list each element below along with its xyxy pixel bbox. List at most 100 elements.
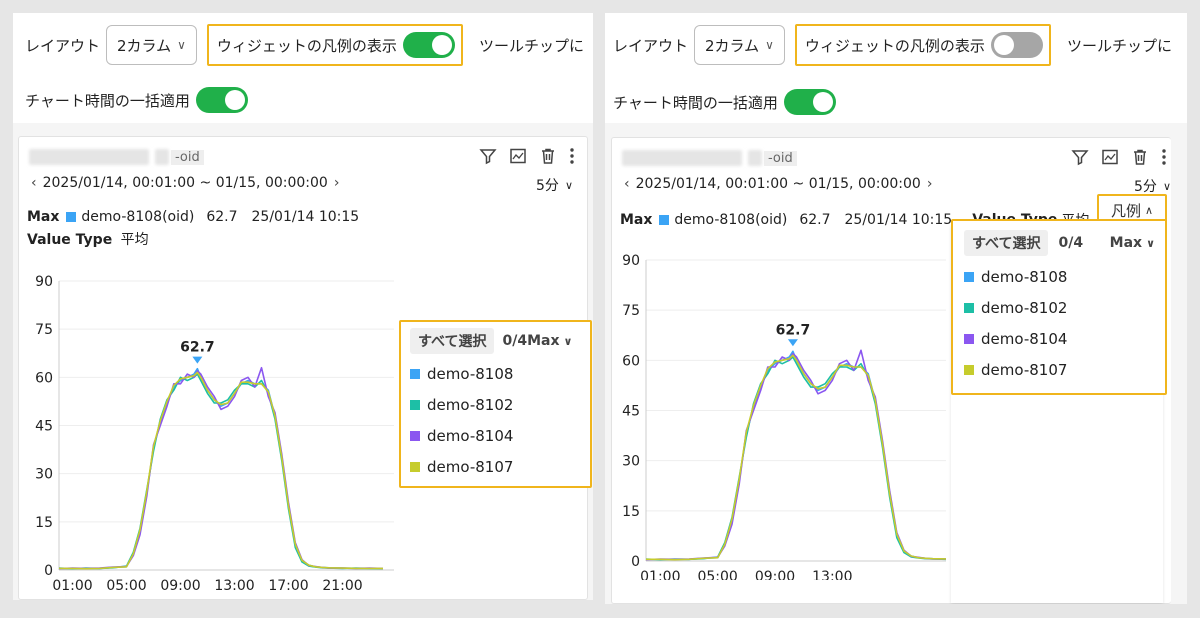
layout-select[interactable]: 2カラム ∨ (106, 25, 197, 65)
sort-select[interactable]: Max ∨ (1110, 235, 1155, 251)
max-label: Max (620, 212, 653, 228)
series-line (646, 356, 946, 561)
y-tick-label: 90 (622, 253, 640, 269)
date-range: 2025/01/14, 00:01:00 ~ 01/15, 00:00:00 (635, 176, 921, 192)
apply-time-toggle[interactable] (195, 87, 248, 113)
y-tick-label: 30 (622, 454, 640, 470)
select-all-button[interactable]: すべて選択 (964, 230, 1049, 256)
interval-select[interactable]: 5分 ∨ (1134, 176, 1171, 196)
x-tick-label: 01:00 (52, 578, 92, 594)
tooltip-label: ツールチップに (478, 36, 584, 55)
select-all-button[interactable]: すべて選択 (410, 328, 495, 354)
legend-list: demo-8108 demo-8102 demo-8104 demo-8107 (410, 358, 582, 482)
legend-toggle-group: ウィジェットの凡例の表示 (794, 24, 1051, 66)
legend-item[interactable]: demo-8108 (964, 261, 1155, 292)
series-line (59, 373, 384, 570)
legend-panel: すべて選択 0/4 Max ∨ demo-8108 demo-8102 demo… (951, 219, 1167, 395)
apply-time-label: チャート時間の一括適用 (613, 93, 778, 112)
legend-toggle-group: ウィジェットの凡例の表示 (206, 24, 463, 66)
legend-item[interactable]: demo-8107 (410, 451, 582, 482)
max-series: demo-8108(oid) (81, 209, 195, 225)
series-group (646, 349, 946, 561)
chevron-down-icon: ∨ (1162, 179, 1171, 193)
trash-icon[interactable] (1131, 148, 1149, 166)
legend-count: 0/4 (1058, 235, 1084, 251)
legend-toggle[interactable] (402, 32, 455, 58)
chevron-up-icon: ∧ (1144, 203, 1154, 217)
interval-select[interactable]: 5分 ∨ (536, 175, 573, 195)
widget-title: -oid (29, 147, 204, 167)
layout-select-value: 2カラム (117, 36, 172, 55)
legend-swatch (964, 302, 974, 313)
more-icon[interactable] (569, 147, 575, 165)
y-tick-label: 45 (622, 404, 640, 420)
prev-range-icon[interactable]: ‹ (624, 176, 630, 192)
legend-item[interactable]: demo-8102 (964, 292, 1155, 323)
legend-item[interactable]: demo-8104 (410, 420, 582, 451)
legend-item[interactable]: demo-8102 (410, 389, 582, 420)
legend-swatch (964, 364, 974, 375)
legend-header: すべて選択 0/4Max ∨ (410, 328, 582, 354)
x-tick-label: 05:00 (697, 569, 737, 580)
chart-image-icon[interactable] (1101, 148, 1119, 166)
filter-icon[interactable] (1071, 148, 1089, 166)
widget-title-suffix: -oid (171, 149, 204, 165)
sort-value: Max (1109, 235, 1143, 251)
max-time: 25/01/14 10:15 (251, 209, 360, 225)
legend-toggle[interactable] (990, 32, 1043, 58)
legend-item[interactable]: demo-8108 (410, 358, 582, 389)
apply-time-toggle[interactable] (783, 89, 836, 115)
prev-range-icon[interactable]: ‹ (31, 175, 37, 191)
legend-item-label: demo-8107 (427, 457, 514, 476)
legend-toggle-label: ウィジェットの凡例の表示 (216, 36, 397, 55)
layout-label: レイアウト (25, 36, 101, 55)
settings-toolbar: レイアウト 2カラム ∨ ウィジェットの凡例の表示 ツールチップに チャート時間… (605, 13, 1187, 123)
layout-select[interactable]: 2カラム ∨ (694, 25, 785, 65)
y-tick-label: 75 (35, 322, 53, 338)
y-tick-label: 60 (35, 370, 53, 386)
next-range-icon[interactable]: › (333, 175, 340, 191)
left-panel: レイアウト 2カラム ∨ ウィジェットの凡例の表示 ツールチップに チャート時間… (13, 13, 593, 600)
widget-title: -oid (622, 148, 797, 168)
more-icon[interactable] (1161, 148, 1167, 166)
apply-time-label: チャート時間の一括適用 (25, 91, 190, 110)
legend-item[interactable]: demo-8107 (964, 354, 1155, 385)
y-tick-label: 45 (35, 419, 53, 435)
x-tick-label: 01:00 (640, 569, 680, 580)
x-tick-label: 09:00 (160, 578, 200, 594)
legend-swatch (410, 368, 420, 379)
x-tick-label: 21:00 (322, 578, 362, 594)
legend-toggle-label: ウィジェットの凡例の表示 (804, 36, 985, 55)
line-chart: 90 75 60 45 30 15 001:00 05:00 09:00 13:00 17:00 21… (35, 274, 394, 594)
legend-button-label: 凡例 (1110, 201, 1141, 220)
legend-header: すべて選択 0/4 Max ∨ (964, 230, 1155, 256)
widget-title-suffix: -oid (764, 150, 797, 166)
x-tick-label: 13:00 (214, 578, 254, 594)
x-tick-label: 09:00 (755, 569, 795, 580)
next-range-icon[interactable]: › (926, 176, 933, 192)
trash-icon[interactable] (539, 147, 557, 165)
legend-item[interactable]: demo-8104 (964, 323, 1155, 354)
y-tick-label: 0 (44, 563, 53, 579)
widget-icons (1071, 148, 1167, 166)
sort-select[interactable]: ∨ (559, 335, 572, 348)
chart-image-icon[interactable] (509, 147, 527, 165)
legend-panel: すべて選択 0/4Max ∨ demo-8108 demo-8102 demo-… (399, 320, 592, 488)
date-range-row: ‹ 2025/01/14, 00:01:00 ~ 01/15, 00:00:00… (31, 175, 345, 191)
settings-toolbar: レイアウト 2カラム ∨ ウィジェットの凡例の表示 ツールチップに チャート時間… (13, 13, 593, 123)
date-range-row: ‹ 2025/01/14, 00:01:00 ~ 01/15, 00:00:00… (624, 176, 938, 192)
x-tick-label: 05:00 (106, 578, 146, 594)
filter-icon[interactable] (479, 147, 497, 165)
right-panel: レイアウト 2カラム ∨ ウィジェットの凡例の表示 ツールチップに チャート時間… (605, 13, 1187, 604)
legend-swatch (410, 399, 420, 410)
redacted-title-part (748, 150, 762, 166)
max-value: 62.7 (206, 209, 238, 225)
redacted-title (29, 149, 149, 165)
value-type: Value Type 平均 (27, 229, 149, 249)
y-tick-label: 15 (622, 504, 640, 520)
series-line (59, 366, 384, 570)
interval-value: 5分 (536, 178, 559, 194)
max-label: Max (27, 209, 60, 225)
interval-value: 5分 (1134, 179, 1157, 195)
chevron-down-icon: ∨ (1146, 236, 1155, 250)
